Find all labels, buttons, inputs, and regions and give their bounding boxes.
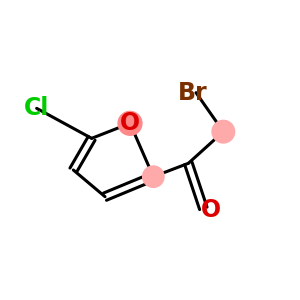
Text: O: O bbox=[120, 111, 140, 135]
Text: Cl: Cl bbox=[24, 96, 50, 120]
Circle shape bbox=[142, 165, 165, 188]
Circle shape bbox=[211, 120, 235, 144]
Text: O: O bbox=[201, 198, 221, 222]
Circle shape bbox=[117, 111, 142, 136]
Text: Br: Br bbox=[178, 81, 208, 105]
